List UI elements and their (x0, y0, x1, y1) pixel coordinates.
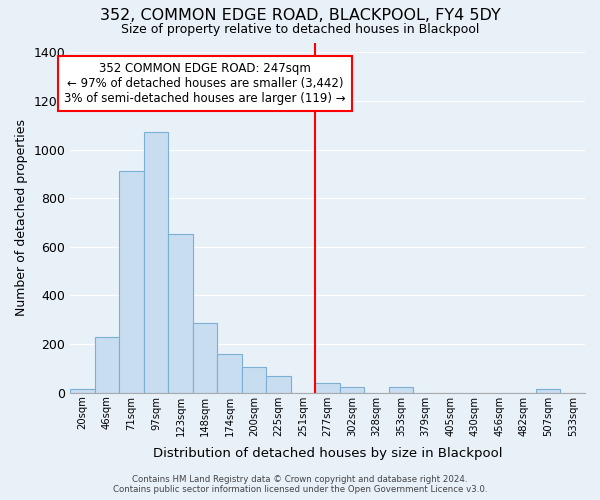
Bar (95, 338, 119, 392)
Bar (169, 234, 193, 392)
Bar (217, 354, 242, 393)
Bar (70, 389, 95, 392)
X-axis label: Distribution of detached houses by size in Blackpool: Distribution of detached houses by size … (153, 447, 502, 460)
Bar (340, 388, 364, 392)
Text: 352 COMMON EDGE ROAD: 247sqm
← 97% of detached houses are smaller (3,442)
3% of : 352 COMMON EDGE ROAD: 247sqm ← 97% of de… (64, 62, 346, 105)
Text: Contains HM Land Registry data © Crown copyright and database right 2024.
Contai: Contains HM Land Registry data © Crown c… (113, 474, 487, 494)
Y-axis label: Number of detached properties: Number of detached properties (15, 119, 28, 316)
Text: Size of property relative to detached houses in Blackpool: Size of property relative to detached ho… (121, 22, 479, 36)
Bar (119, 172, 144, 392)
Bar (316, 384, 340, 392)
Text: 352, COMMON EDGE ROAD, BLACKPOOL, FY4 5DY: 352, COMMON EDGE ROAD, BLACKPOOL, FY4 5D… (100, 8, 500, 22)
Bar (144, 132, 169, 392)
Bar (242, 367, 266, 392)
Bar (193, 323, 217, 392)
Bar (536, 389, 560, 392)
Bar (266, 376, 291, 392)
Bar (389, 388, 413, 392)
